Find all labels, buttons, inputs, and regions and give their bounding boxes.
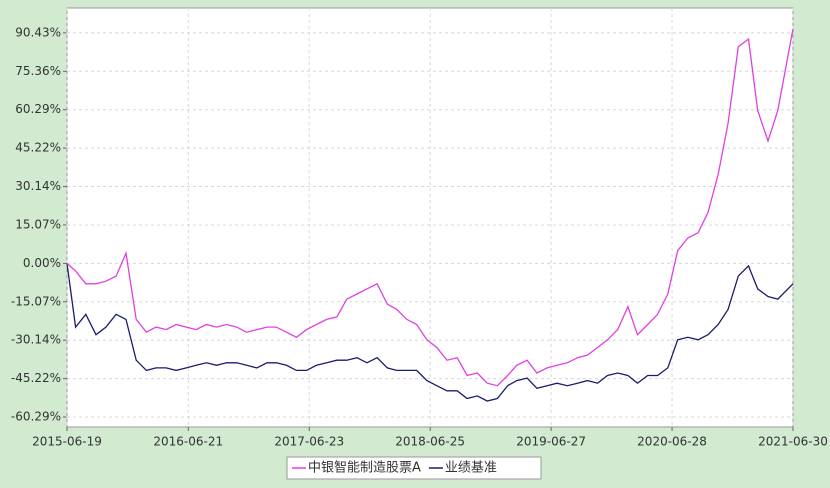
x-tick-label: 2019-06-27 xyxy=(516,435,586,449)
legend xyxy=(286,456,542,480)
y-tick-label: -30.14% xyxy=(11,333,61,347)
series-line xyxy=(66,28,794,387)
x-tick-label: 2018-06-25 xyxy=(395,435,465,449)
y-tick-label: -45.22% xyxy=(11,371,61,385)
y-tick-label: 45.22% xyxy=(15,141,61,155)
y-tick-label: 75.36% xyxy=(15,64,61,78)
y-tick-label: 15.07% xyxy=(15,217,61,231)
x-tick-label: 2015-06-19 xyxy=(32,435,102,449)
x-tick-label: 2016-06-21 xyxy=(153,435,223,449)
y-tick-label: 90.43% xyxy=(15,25,61,39)
legend-label: 中银智能制造股票A xyxy=(308,461,421,476)
y-tick-label: 30.14% xyxy=(15,179,61,193)
legend-label: 业绩基准 xyxy=(445,461,497,476)
y-tick-label: -60.29% xyxy=(11,410,61,424)
x-tick-label: 2020-06-28 xyxy=(637,435,707,449)
x-tick-label: 2021-06-30 xyxy=(758,435,828,449)
x-tick-label: 2017-06-23 xyxy=(274,435,344,449)
y-tick-label: 60.29% xyxy=(15,102,61,116)
y-tick-label: -15.07% xyxy=(11,294,61,308)
y-tick-label: 0.00% xyxy=(23,256,61,270)
series-line xyxy=(66,263,794,402)
